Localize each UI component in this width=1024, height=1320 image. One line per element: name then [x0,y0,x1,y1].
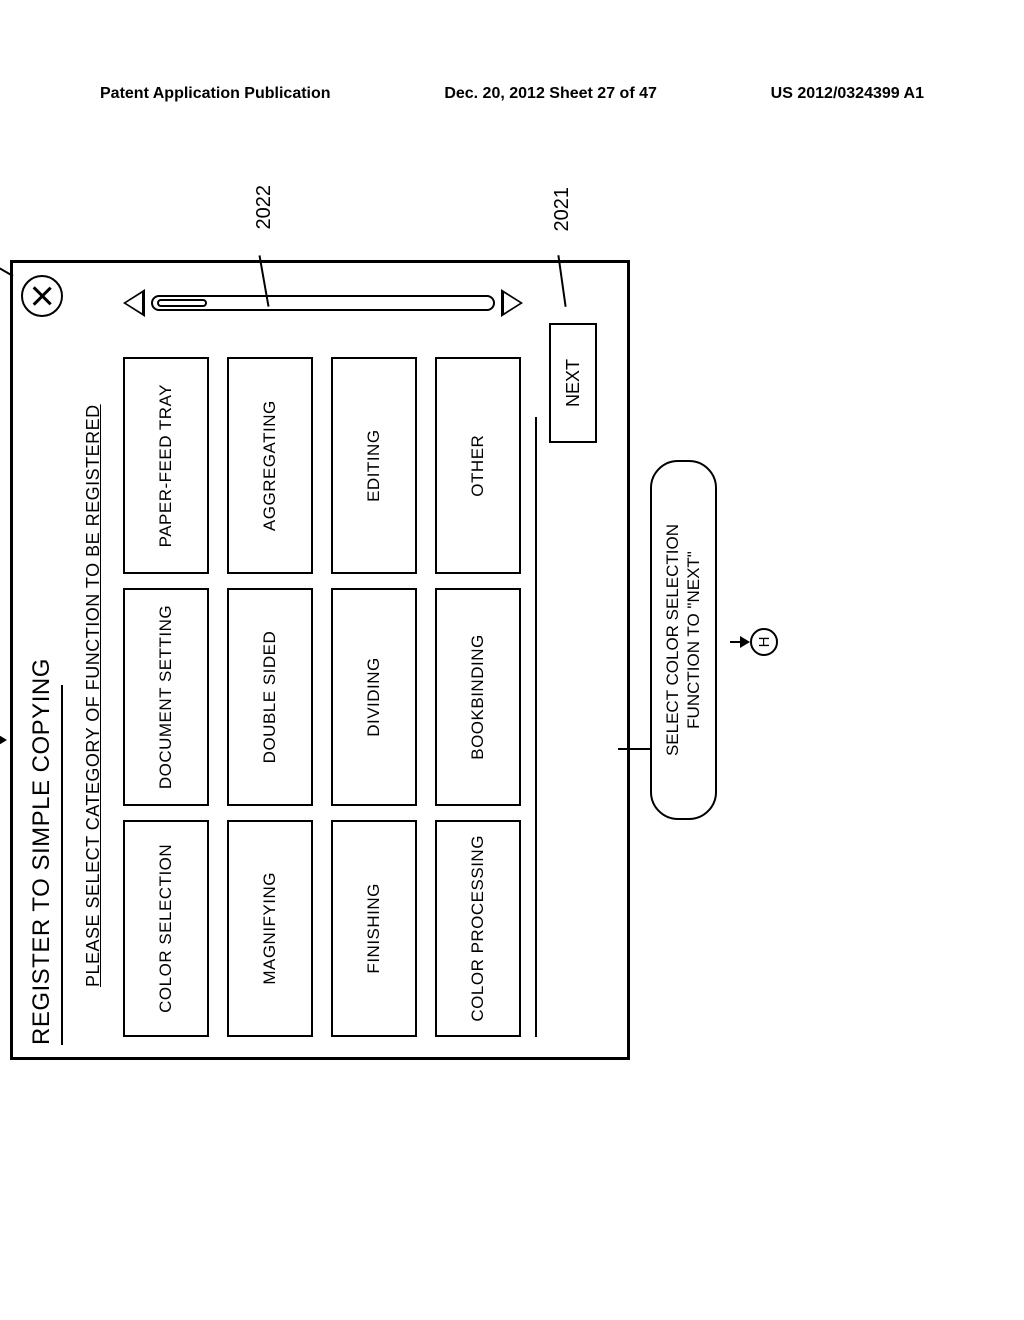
category-button[interactable]: AGGREGATING [227,357,313,574]
category-button[interactable]: COLOR SELECTION [123,820,209,1037]
category-button[interactable]: DOUBLE SIDED [227,588,313,805]
lead-line [557,255,566,307]
close-button[interactable] [21,275,63,317]
flow-in-marker: G [0,726,5,754]
category-button[interactable]: PAPER-FEED TRAY [123,357,209,574]
scroll-track[interactable] [151,295,495,311]
callout-line2: FUNCTION TO "NEXT" [683,478,704,802]
header-right: US 2012/0324399 A1 [771,85,924,103]
category-button[interactable]: EDITING [331,357,417,574]
callout-line1: SELECT COLOR SELECTION [662,478,683,802]
scroll-up-icon[interactable] [123,289,145,317]
dialog-screen: 202 REGISTER TO SIMPLE COPYING PLEASE SE… [10,260,630,1060]
category-button[interactable]: COLOR PROCESSING [435,820,521,1037]
category-button[interactable]: OTHER [435,357,521,574]
callout-bubble: SELECT COLOR SELECTION FUNCTION TO "NEXT… [650,460,717,820]
instruction-text: PLEASE SELECT CATEGORY OF FUNCTION TO BE… [83,404,104,987]
header-center: Dec. 20, 2012 Sheet 27 of 47 [444,85,657,103]
category-grid: COLOR SELECTION DOCUMENT SETTING PAPER-F… [123,357,521,1037]
arrow-down-icon [730,641,748,643]
flow-out-label: H [750,628,778,656]
category-button[interactable]: BOOKBINDING [435,588,521,805]
category-button[interactable]: DIVIDING [331,588,417,805]
ref-2022: 2022 [253,185,276,230]
next-button[interactable]: NEXT [549,323,597,443]
lead-line [0,266,14,277]
header-left: Patent Application Publication [100,85,331,103]
category-button[interactable]: FINISHING [331,820,417,1037]
category-button[interactable]: MAGNIFYING [227,820,313,1037]
scroll-down-icon[interactable] [501,289,523,317]
divider [535,417,537,1037]
patent-header: Patent Application Publication Dec. 20, … [100,85,924,103]
scrollbar[interactable] [123,283,523,323]
title-underline [61,685,63,1045]
callout-lead [618,748,652,750]
flow-out-marker: H [730,628,778,656]
arrow-down-icon [0,739,5,741]
dialog-title: REGISTER TO SIMPLE COPYING [28,658,56,1045]
category-button[interactable]: DOCUMENT SETTING [123,588,209,805]
ref-2021: 2021 [551,187,574,232]
scroll-thumb[interactable] [157,299,207,307]
